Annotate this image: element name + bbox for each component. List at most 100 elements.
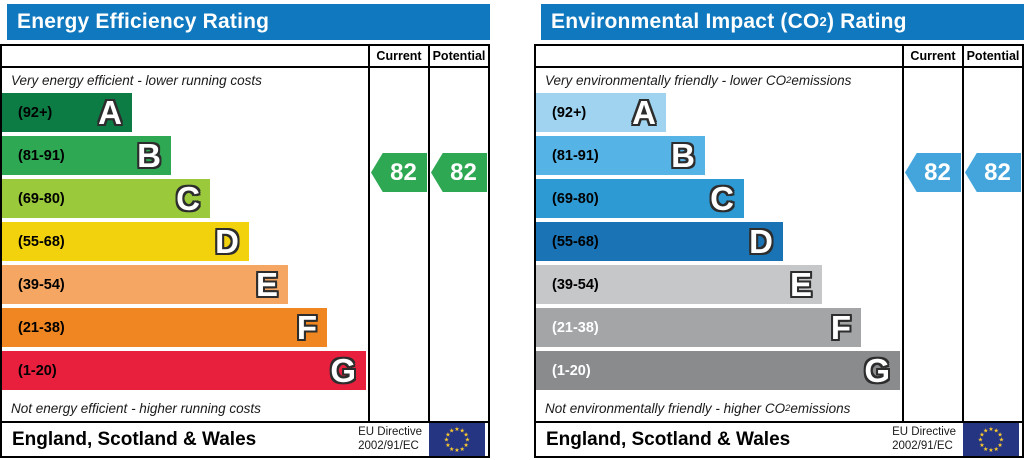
current-column-header: Current bbox=[902, 46, 962, 66]
svg-text:★: ★ bbox=[445, 442, 450, 449]
band-range-label: (69-80) bbox=[18, 190, 65, 207]
chart-title: Environmental Impact (CO bbox=[551, 10, 820, 33]
svg-text:★: ★ bbox=[979, 442, 984, 449]
svg-text:★: ★ bbox=[460, 446, 465, 453]
chart-title: Energy Efficiency Rating bbox=[17, 10, 270, 33]
potential-rating-value: 82 bbox=[450, 158, 477, 186]
current-column: 82 bbox=[368, 68, 428, 421]
potential-rating-value: 82 bbox=[984, 158, 1011, 186]
svg-text:★: ★ bbox=[444, 437, 449, 444]
band-row-g: (1-20) G bbox=[2, 351, 366, 390]
band-letter: D bbox=[749, 223, 773, 260]
table-body-row: Very environmentally friendly - lower CO… bbox=[536, 68, 1022, 421]
bottom-caption: Not energy efficient - higher running co… bbox=[11, 401, 261, 416]
table-footer-row: England, Scotland & Wales EU Directive 2… bbox=[2, 421, 488, 456]
eu-directive-label: EU Directive 2002/91/EC bbox=[892, 425, 956, 452]
rating-table: Current Potential Very energy efficient … bbox=[0, 44, 490, 458]
svg-text:★: ★ bbox=[997, 442, 1002, 449]
svg-text:★: ★ bbox=[988, 447, 993, 454]
chart-title-bar: Energy Efficiency Rating bbox=[7, 4, 490, 40]
band-letter: C bbox=[710, 180, 734, 217]
eu-flag-icon: ★ ★★ ★★★ ★★★ ★★★ bbox=[963, 423, 1019, 456]
band-row-c: (69-80) C bbox=[2, 179, 210, 218]
current-rating-arrow: 82 bbox=[371, 153, 427, 192]
table-header-row: Current Potential bbox=[2, 46, 488, 68]
current-rating-value: 82 bbox=[390, 158, 417, 186]
svg-text:★: ★ bbox=[979, 432, 984, 439]
band-row-f: (21-38) F bbox=[2, 308, 327, 347]
band-row-a: (92+) A bbox=[2, 93, 132, 132]
svg-text:★: ★ bbox=[999, 437, 1004, 444]
band-letter: F bbox=[296, 309, 317, 346]
current-column: 82 bbox=[902, 68, 962, 421]
svg-text:★: ★ bbox=[983, 446, 988, 453]
band-letter: F bbox=[830, 309, 851, 346]
band-row-a: (92+) A bbox=[536, 93, 666, 132]
band-letter: E bbox=[789, 266, 812, 303]
band-ladder: Very environmentally friendly - lower CO… bbox=[536, 68, 902, 421]
band-letter: A bbox=[632, 94, 656, 131]
energy-efficiency-chart: Energy Efficiency Rating Current Potenti… bbox=[0, 0, 490, 460]
band-row-b: (81-91) B bbox=[2, 136, 171, 175]
potential-rating-arrow: 82 bbox=[965, 153, 1021, 192]
current-rating-arrow: 82 bbox=[905, 153, 961, 192]
eu-flag-icon: ★ ★★ ★★★ ★★★ ★★★ bbox=[429, 423, 485, 456]
band-row-d: (55-68) D bbox=[536, 222, 783, 261]
svg-text:★: ★ bbox=[445, 432, 450, 439]
band-row-f: (21-38) F bbox=[536, 308, 861, 347]
svg-text:★: ★ bbox=[463, 442, 468, 449]
svg-text:★: ★ bbox=[983, 428, 988, 435]
band-letter: G bbox=[864, 352, 890, 389]
band-row-e: (39-54) E bbox=[536, 265, 822, 304]
eu-directive-label: EU Directive 2002/91/EC bbox=[358, 425, 422, 452]
band-range-label: (55-68) bbox=[18, 233, 65, 250]
band-row-d: (55-68) D bbox=[2, 222, 249, 261]
band-letter: C bbox=[176, 180, 200, 217]
header-spacer-cell bbox=[536, 46, 902, 66]
band-row-g: (1-20) G bbox=[536, 351, 900, 390]
potential-column-header: Potential bbox=[962, 46, 1022, 66]
environmental-impact-chart: Environmental Impact (CO 2) Rating Curren… bbox=[534, 0, 1024, 460]
band-letter: B bbox=[671, 137, 695, 174]
chart-title-bar: Environmental Impact (CO 2) Rating bbox=[541, 4, 1024, 40]
band-row-b: (81-91) B bbox=[536, 136, 705, 175]
potential-column-header: Potential bbox=[428, 46, 488, 66]
band-letter: A bbox=[98, 94, 122, 131]
rating-table: Current Potential Very environmentally f… bbox=[534, 44, 1024, 458]
potential-rating-arrow: 82 bbox=[431, 153, 487, 192]
band-range-label: (39-54) bbox=[552, 276, 599, 293]
band-letter: G bbox=[330, 352, 356, 389]
svg-text:★: ★ bbox=[454, 426, 459, 433]
band-range-label: (69-80) bbox=[552, 190, 599, 207]
svg-text:★: ★ bbox=[460, 428, 465, 435]
table-header-row: Current Potential bbox=[536, 46, 1022, 68]
top-caption: Very environmentally friendly - lower CO… bbox=[545, 73, 852, 88]
band-range-label: (1-20) bbox=[552, 362, 591, 379]
potential-column: 82 bbox=[428, 68, 488, 421]
region-label: England, Scotland & Wales bbox=[546, 428, 791, 450]
band-range-label: (21-38) bbox=[18, 319, 65, 336]
svg-text:★: ★ bbox=[978, 437, 983, 444]
band-row-e: (39-54) E bbox=[2, 265, 288, 304]
bottom-caption: Not environmentally friendly - higher CO… bbox=[545, 401, 851, 416]
band-range-label: (92+) bbox=[552, 104, 587, 121]
svg-text:★: ★ bbox=[449, 446, 454, 453]
table-body-row: Very energy efficient - lower running co… bbox=[2, 68, 488, 421]
band-range-label: (81-91) bbox=[552, 147, 599, 164]
band-range-label: (39-54) bbox=[18, 276, 65, 293]
band-range-label: (1-20) bbox=[18, 362, 57, 379]
band-range-label: (55-68) bbox=[552, 233, 599, 250]
current-column-header: Current bbox=[368, 46, 428, 66]
svg-text:★: ★ bbox=[463, 432, 468, 439]
region-label: England, Scotland & Wales bbox=[12, 428, 257, 450]
band-range-label: (21-38) bbox=[552, 319, 599, 336]
band-letter: E bbox=[255, 266, 278, 303]
band-row-c: (69-80) C bbox=[536, 179, 744, 218]
svg-text:★: ★ bbox=[994, 446, 999, 453]
svg-text:★: ★ bbox=[454, 447, 459, 454]
band-ladder: Very energy efficient - lower running co… bbox=[2, 68, 368, 421]
header-spacer-cell bbox=[2, 46, 368, 66]
table-footer-row: England, Scotland & Wales EU Directive 2… bbox=[536, 421, 1022, 456]
svg-text:★: ★ bbox=[465, 437, 470, 444]
svg-text:★: ★ bbox=[988, 426, 993, 433]
